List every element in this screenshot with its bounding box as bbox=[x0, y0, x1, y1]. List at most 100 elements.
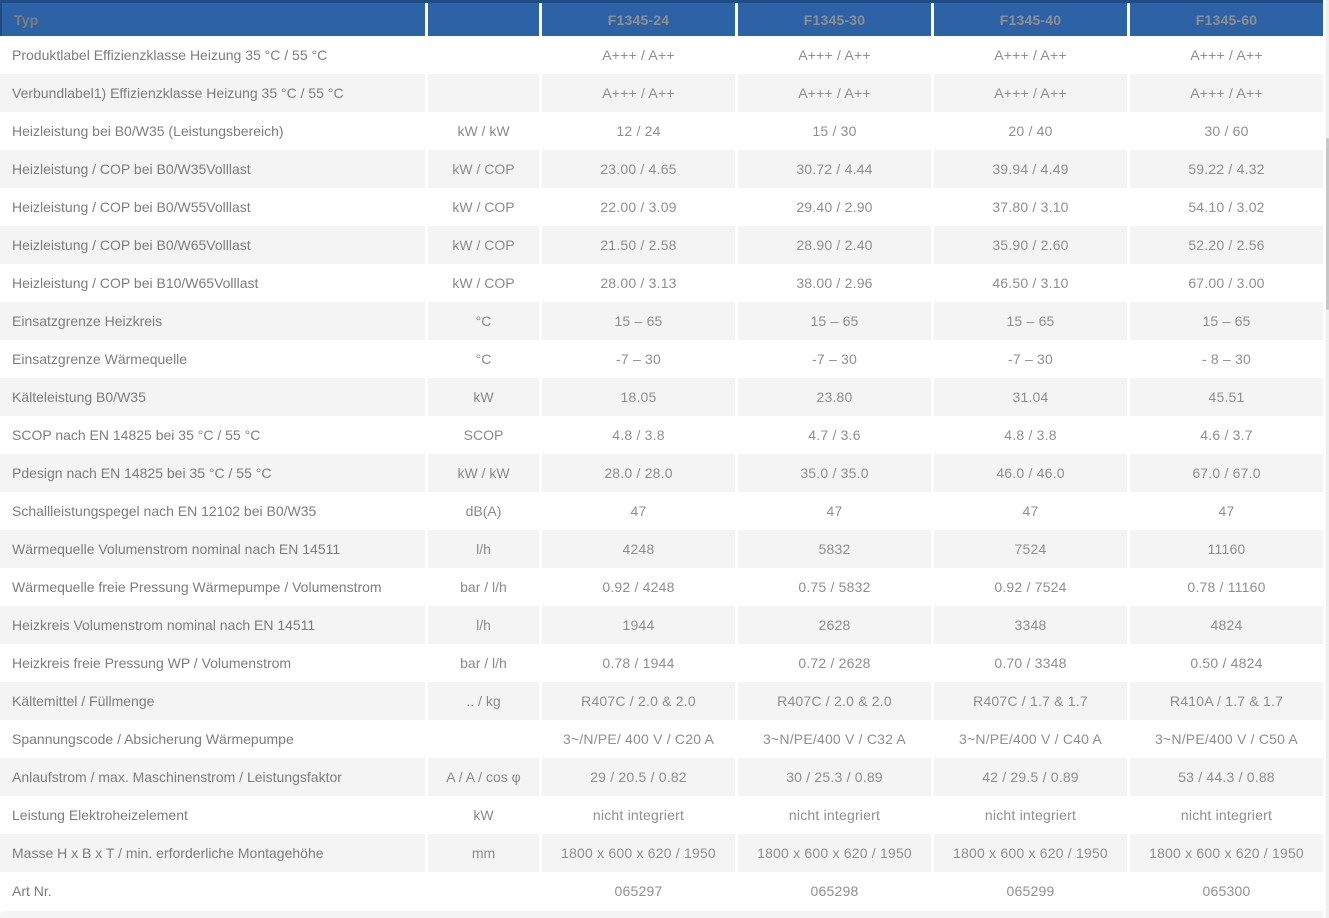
spec-label: Einsatzgrenze Heizkreis bbox=[0, 302, 425, 340]
unit-label: kW / COP bbox=[428, 226, 539, 264]
value-cell: 39.94 / 4.49 bbox=[934, 150, 1127, 188]
value-cell: A+++ / A++ bbox=[542, 74, 735, 112]
value-cell: 4248 bbox=[542, 530, 735, 568]
table-row: Produktlabel Effizienzklasse Heizung 35 … bbox=[0, 36, 1323, 74]
value-cell: 21.50 / 2.58 bbox=[542, 226, 735, 264]
spec-label: Produktlabel Effizienzklasse Heizung 35 … bbox=[0, 36, 425, 74]
unit-label: kW / kW bbox=[428, 454, 539, 492]
unit-label: kW / kW bbox=[428, 112, 539, 150]
value-cell: 46.0 / 46.0 bbox=[934, 454, 1127, 492]
table-row: Heizleistung / COP bei B10/W65Volllast k… bbox=[0, 264, 1323, 302]
value-cell: 15 / 30 bbox=[738, 112, 931, 150]
unit-label: kW / COP bbox=[428, 264, 539, 302]
value-cell: 1800 x 600 x 620 / 1950 bbox=[738, 834, 931, 872]
next-row-partial-strip bbox=[0, 911, 1323, 918]
value-cell: 3~/N/PE/ 400 V / C20 A bbox=[542, 720, 735, 758]
table-row: Verbundlabel1) Effizienzklasse Heizung 3… bbox=[0, 74, 1323, 112]
table-row: Einsatzgrenze Heizkreis °C 15 – 65 15 – … bbox=[0, 302, 1323, 340]
spec-label: Wärmequelle Volumenstrom nominal nach EN… bbox=[0, 530, 425, 568]
spec-label: Leistung Elektroheizelement bbox=[0, 796, 425, 834]
value-cell: nicht integriert bbox=[1130, 796, 1323, 834]
value-cell: 065299 bbox=[934, 872, 1127, 910]
value-cell: 29.40 / 2.90 bbox=[738, 188, 931, 226]
model-header-cell: F1345-40 bbox=[934, 3, 1127, 36]
value-cell: 1800 x 600 x 620 / 1950 bbox=[934, 834, 1127, 872]
spec-label: Schallleistungspegel nach EN 12102 bei B… bbox=[0, 492, 425, 530]
spec-label: Anlaufstrom / max. Maschinenstrom / Leis… bbox=[0, 758, 425, 796]
value-cell: 15 – 65 bbox=[934, 302, 1127, 340]
value-cell: 0.72 / 2628 bbox=[738, 644, 931, 682]
value-cell: 4824 bbox=[1130, 606, 1323, 644]
value-cell: 38.00 / 2.96 bbox=[738, 264, 931, 302]
value-cell: 2628 bbox=[738, 606, 931, 644]
table-row: Kälteleistung B0/W35 kW 18.05 23.80 31.0… bbox=[0, 378, 1323, 416]
value-cell: 67.0 / 67.0 bbox=[1130, 454, 1323, 492]
value-cell: R407C / 2.0 & 2.0 bbox=[542, 682, 735, 720]
value-cell: 35.90 / 2.60 bbox=[934, 226, 1127, 264]
table-row: Heizleistung / COP bei B0/W65Volllast kW… bbox=[0, 226, 1323, 264]
unit-label bbox=[428, 872, 539, 910]
spec-label: Heizleistung / COP bei B0/W65Volllast bbox=[0, 226, 425, 264]
model-header-cell: F1345-24 bbox=[542, 3, 735, 36]
unit-label: kW bbox=[428, 796, 539, 834]
value-cell: 0.78 / 1944 bbox=[542, 644, 735, 682]
value-cell: 3348 bbox=[934, 606, 1127, 644]
scrollbar-track[interactable] bbox=[1326, 0, 1329, 918]
value-cell: 0.50 / 4824 bbox=[1130, 644, 1323, 682]
value-cell: 67.00 / 3.00 bbox=[1130, 264, 1323, 302]
value-cell: 15 – 65 bbox=[738, 302, 931, 340]
value-cell: 22.00 / 3.09 bbox=[542, 188, 735, 226]
table-row: Anlaufstrom / max. Maschinenstrom / Leis… bbox=[0, 758, 1323, 796]
value-cell: A+++ / A++ bbox=[1130, 74, 1323, 112]
value-cell: 3~N/PE/400 V / C50 A bbox=[1130, 720, 1323, 758]
table-row: Wärmequelle Volumenstrom nominal nach EN… bbox=[0, 530, 1323, 568]
unit-label: mm bbox=[428, 834, 539, 872]
value-cell: 4.7 / 3.6 bbox=[738, 416, 931, 454]
value-cell: 065297 bbox=[542, 872, 735, 910]
value-cell: 37.80 / 3.10 bbox=[934, 188, 1127, 226]
unit-label bbox=[428, 720, 539, 758]
value-cell: A+++ / A++ bbox=[738, 36, 931, 74]
value-cell: -7 – 30 bbox=[542, 340, 735, 378]
unit-label: bar / l/h bbox=[428, 568, 539, 606]
value-cell: 54.10 / 3.02 bbox=[1130, 188, 1323, 226]
value-cell: 28.90 / 2.40 bbox=[738, 226, 931, 264]
spec-label: Heizkreis freie Pressung WP / Volumenstr… bbox=[0, 644, 425, 682]
unit-label: kW / COP bbox=[428, 188, 539, 226]
value-cell: 12 / 24 bbox=[542, 112, 735, 150]
value-cell: R407C / 1.7 & 1.7 bbox=[934, 682, 1127, 720]
value-cell: 45.51 bbox=[1130, 378, 1323, 416]
scrollbar-thumb[interactable] bbox=[1326, 138, 1329, 310]
value-cell: 0.75 / 5832 bbox=[738, 568, 931, 606]
spec-label: Heizleistung bei B0/W35 (Leistungsbereic… bbox=[0, 112, 425, 150]
unit-label: kW / COP bbox=[428, 150, 539, 188]
value-cell: 52.20 / 2.56 bbox=[1130, 226, 1323, 264]
value-cell: 35.0 / 35.0 bbox=[738, 454, 931, 492]
value-cell: A+++ / A++ bbox=[1130, 36, 1323, 74]
value-cell: 0.92 / 4248 bbox=[542, 568, 735, 606]
value-cell: 30 / 25.3 / 0.89 bbox=[738, 758, 931, 796]
table-row: Art Nr. 065297 065298 065299 065300 bbox=[0, 872, 1323, 910]
value-cell: 59.22 / 4.32 bbox=[1130, 150, 1323, 188]
table-row: SCOP nach EN 14825 bei 35 °C / 55 °C SCO… bbox=[0, 416, 1323, 454]
table-row: Heizleistung / COP bei B0/W55Volllast kW… bbox=[0, 188, 1323, 226]
value-cell: R407C / 2.0 & 2.0 bbox=[738, 682, 931, 720]
unit-label bbox=[428, 74, 539, 112]
value-cell: nicht integriert bbox=[934, 796, 1127, 834]
spec-label: Art Nr. bbox=[0, 872, 425, 910]
spec-label: Heizleistung / COP bei B0/W35Volllast bbox=[0, 150, 425, 188]
header-cell-typ: Typ bbox=[0, 3, 425, 36]
table-row: Einsatzgrenze Wärmequelle °C -7 – 30 -7 … bbox=[0, 340, 1323, 378]
header-cell-unit bbox=[428, 3, 539, 36]
value-cell: 20 / 40 bbox=[934, 112, 1127, 150]
value-cell: 28.0 / 28.0 bbox=[542, 454, 735, 492]
value-cell: 4.8 / 3.8 bbox=[934, 416, 1127, 454]
value-cell: A+++ / A++ bbox=[738, 74, 931, 112]
spec-label: Verbundlabel1) Effizienzklasse Heizung 3… bbox=[0, 74, 425, 112]
value-cell: 47 bbox=[934, 492, 1127, 530]
value-cell: 15 – 65 bbox=[1130, 302, 1323, 340]
unit-label: l/h bbox=[428, 530, 539, 568]
value-cell: 30 / 60 bbox=[1130, 112, 1323, 150]
spec-label: Masse H x B x T / min. erforderliche Mon… bbox=[0, 834, 425, 872]
